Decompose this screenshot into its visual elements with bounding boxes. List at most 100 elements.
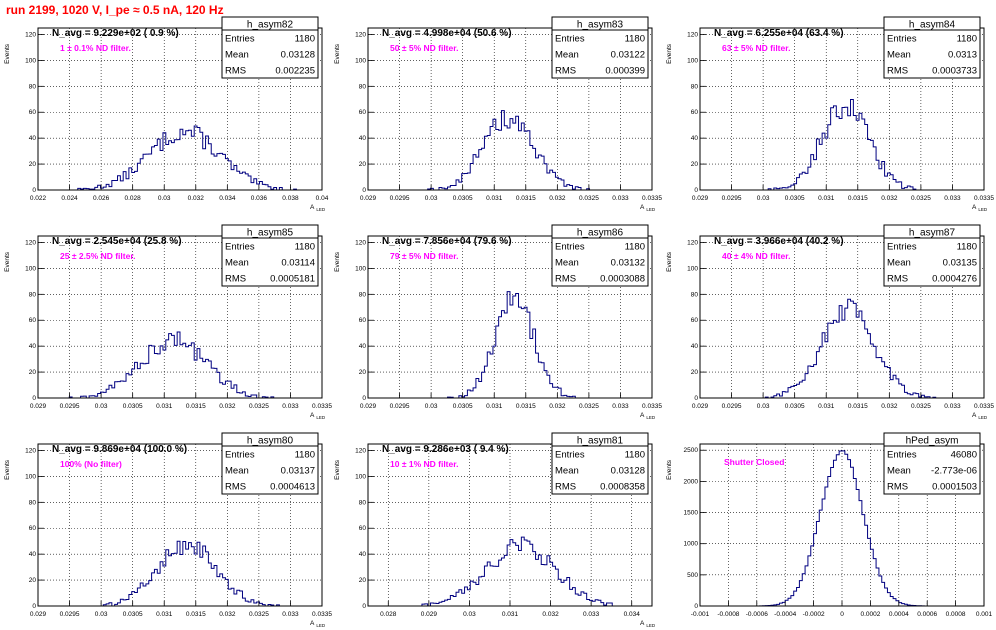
y-tick-label: 20 — [691, 369, 699, 376]
y-axis-title: Events — [4, 459, 11, 480]
x-tick-label: 0.04 — [316, 195, 329, 202]
y-tick-label: 120 — [25, 447, 36, 454]
x-tick-label: 0.031 — [156, 611, 173, 618]
stats-key: RMS — [555, 274, 576, 285]
stats-value: 0.0004613 — [270, 482, 315, 493]
x-tick-label: 0.0315 — [848, 403, 868, 410]
stats-value: 0.000399 — [605, 66, 645, 77]
x-tick-label: 0.029 — [30, 403, 47, 410]
y-tick-label: 60 — [691, 317, 699, 324]
stats-key: Entries — [225, 242, 255, 253]
x-tick-label: 0.032 — [188, 195, 205, 202]
histogram-line — [368, 536, 652, 607]
x-tick-label: 0.032 — [549, 195, 566, 202]
histogram-panel-h_asym86: 0.029 0.0295 0.03 0.0305 0.031 0.0315 0.032 0.0… — [334, 224, 662, 420]
stats-value: 0.03137 — [281, 466, 315, 477]
stats-value: 1180 — [625, 34, 645, 45]
stats-box: h_asym83 Entries 1180 Mean 0.03122 RMS 0.00039… — [551, 16, 649, 79]
x-tick-label: 0.0008 — [946, 611, 966, 618]
histogram-panel-h_asym85: 0.029 0.0295 0.03 0.0305 0.031 0.0315 0.032 0.0… — [4, 224, 332, 420]
y-tick-label: 0 — [362, 395, 366, 402]
stats-value: 0.03128 — [611, 466, 645, 477]
filter-annotation: 100% (No filter) — [60, 459, 122, 469]
histogram-line — [368, 110, 652, 191]
x-tick-label: 0.034 — [624, 611, 641, 618]
x-tick-label: 0.029 — [30, 611, 47, 618]
x-tick-label: 0.029 — [692, 195, 709, 202]
y-tick-label: 1000 — [684, 541, 699, 548]
x-tick-label: 0.032 — [542, 611, 559, 618]
x-tick-label: 0.03 — [757, 403, 770, 410]
x-tick-label: 0.0295 — [722, 403, 742, 410]
stats-title: h_asym80 — [247, 436, 294, 447]
x-tick-label: 0.0305 — [453, 195, 473, 202]
stats-title: hPed_asym — [906, 436, 959, 447]
y-tick-label: 100 — [25, 57, 36, 64]
x-tick-label: 0.0295 — [390, 403, 410, 410]
y-tick-label: 80 — [691, 291, 699, 298]
stats-value: 1180 — [295, 242, 315, 253]
x-tick-label: 0.0295 — [390, 195, 410, 202]
filter-annotation: 50 ± 5% ND filter. — [390, 43, 458, 53]
navg-label: N_avg = 9.229e+02 ( 0.9 %) — [52, 28, 179, 39]
plot-frame — [699, 235, 985, 399]
navg-label: N_avg = 4.998e+04 (50.6 %) — [382, 28, 512, 39]
x-tick-label: 0.032 — [549, 403, 566, 410]
plot-frame — [37, 27, 323, 191]
x-tick-label: 0.029 — [421, 611, 438, 618]
y-tick-label: 120 — [355, 239, 366, 246]
y-tick-label: 0 — [32, 395, 36, 402]
y-tick-label: 0 — [362, 187, 366, 194]
x-tick-label: 0.0325 — [579, 195, 599, 202]
stats-title: h_asym85 — [247, 228, 294, 239]
histogram-panel-h_asym83: 0.029 0.0295 0.03 0.0305 0.031 0.0315 0.032 0.0… — [334, 16, 662, 212]
y-tick-label: 80 — [29, 499, 37, 506]
histogram-panel-h_asym82: 0.022 0.024 0.026 0.028 0.03 0.032 0.034 0.036 0… — [4, 16, 329, 212]
histogram-line — [38, 125, 322, 191]
stats-value: 0.03114 — [281, 258, 315, 269]
stats-key: RMS — [225, 274, 246, 285]
y-tick-label: 40 — [29, 551, 37, 558]
y-tick-label: 120 — [25, 31, 36, 38]
y-tick-label: 80 — [359, 291, 367, 298]
stats-box: h_asym85 Entries 1180 Mean 0.03114 RMS 0.00051… — [221, 224, 319, 287]
x-axis-title: A LED — [972, 204, 988, 212]
y-tick-label: 100 — [355, 57, 366, 64]
x-tick-label: 0.033 — [583, 611, 600, 618]
stats-box: h_asym86 Entries 1180 Mean 0.03132 RMS 0.00030… — [551, 224, 649, 287]
histogram-line — [38, 331, 322, 399]
x-tick-label: 0.0006 — [917, 611, 937, 618]
y-tick-label: 100 — [25, 265, 36, 272]
filter-annotation: 10 ± 1% ND filter. — [390, 459, 458, 469]
filter-annotation: 79 ± 5% ND filter. — [390, 251, 458, 261]
stats-value: 1180 — [295, 34, 315, 45]
x-tick-label: 0.033 — [944, 403, 961, 410]
y-tick-label: 60 — [29, 317, 37, 324]
histogram-panel-hPed_asym: -0.001 -0.0008 -0.0006 -0.0004 -0.0002 0 0.000… — [666, 432, 993, 618]
x-tick-label: -0.0002 — [803, 611, 825, 618]
histogram-panel-h_asym84: 0.029 0.0295 0.03 0.0305 0.031 0.0315 0.032 0.0… — [666, 16, 994, 212]
navg-label: N_avg = 9.869e+04 (100.0 %) — [52, 444, 187, 455]
y-tick-label: 40 — [359, 135, 367, 142]
y-tick-label: 0 — [32, 187, 36, 194]
x-axis-title: A LED — [640, 204, 656, 212]
x-tick-label: 0.0305 — [123, 611, 143, 618]
stats-value: 0.0313 — [948, 50, 977, 61]
x-tick-label: 0.0305 — [785, 403, 805, 410]
y-tick-label: 120 — [355, 31, 366, 38]
x-tick-label: 0.0315 — [186, 403, 206, 410]
x-tick-label: 0.0335 — [974, 195, 994, 202]
x-tick-label: 0.03 — [158, 195, 171, 202]
x-tick-label: 0.0335 — [642, 403, 662, 410]
x-tick-label: 0.03 — [757, 195, 770, 202]
y-tick-label: 0 — [694, 603, 698, 610]
y-tick-label: 500 — [687, 572, 698, 579]
stats-box: h_asym80 Entries 1180 Mean 0.03137 RMS 0.00046… — [221, 432, 319, 495]
plot-frame — [699, 27, 985, 191]
stats-title: h_asym81 — [577, 436, 624, 447]
stats-box: h_asym87 Entries 1180 Mean 0.03135 RMS 0.00042… — [883, 224, 981, 287]
stats-key: Mean — [555, 50, 579, 61]
histogram-line — [38, 540, 322, 607]
stats-value: 0.0003088 — [600, 274, 645, 285]
y-tick-label: 0 — [362, 603, 366, 610]
